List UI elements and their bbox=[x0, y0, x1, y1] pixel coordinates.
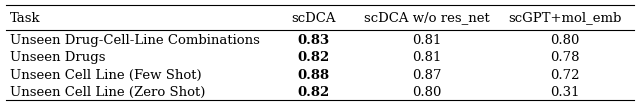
Text: scGPT+mol_emb: scGPT+mol_emb bbox=[508, 11, 621, 24]
Text: Unseen Drug-Cell-Line Combinations: Unseen Drug-Cell-Line Combinations bbox=[10, 33, 259, 46]
Text: Unseen Cell Line (Zero Shot): Unseen Cell Line (Zero Shot) bbox=[10, 85, 205, 98]
Text: 0.81: 0.81 bbox=[412, 33, 442, 46]
Text: 0.82: 0.82 bbox=[298, 85, 330, 98]
Text: 0.83: 0.83 bbox=[298, 33, 330, 46]
Text: Task: Task bbox=[10, 11, 40, 24]
Text: 0.81: 0.81 bbox=[412, 51, 442, 64]
Text: 0.87: 0.87 bbox=[412, 68, 442, 81]
Text: Unseen Cell Line (Few Shot): Unseen Cell Line (Few Shot) bbox=[10, 68, 201, 81]
Text: 0.72: 0.72 bbox=[550, 68, 579, 81]
Text: 0.78: 0.78 bbox=[550, 51, 579, 64]
Text: 0.80: 0.80 bbox=[412, 85, 442, 98]
Text: 0.31: 0.31 bbox=[550, 85, 579, 98]
Text: Unseen Drugs: Unseen Drugs bbox=[10, 51, 105, 64]
Text: 0.82: 0.82 bbox=[298, 51, 330, 64]
Text: 0.88: 0.88 bbox=[298, 68, 330, 81]
Text: scDCA: scDCA bbox=[291, 11, 336, 24]
Text: 0.80: 0.80 bbox=[550, 33, 579, 46]
Text: scDCA w/o res_net: scDCA w/o res_net bbox=[364, 11, 490, 24]
